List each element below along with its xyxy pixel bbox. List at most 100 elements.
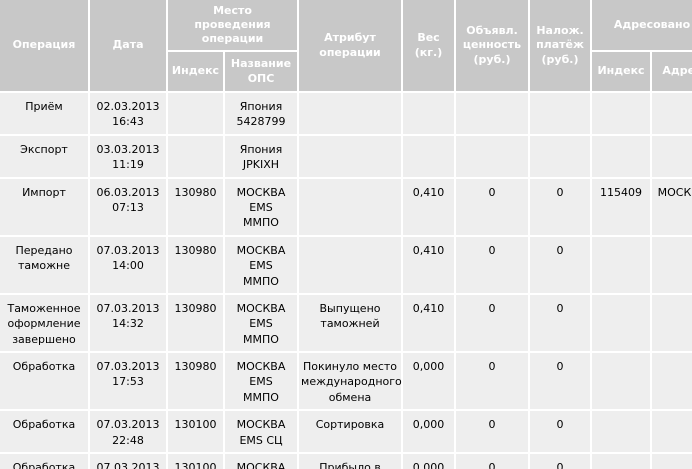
cell-place-name: МОСКВА EMS ММПО: [225, 294, 298, 352]
cell-addr-index: [592, 353, 651, 410]
cell-weight: 0,410: [403, 236, 455, 293]
cell-address: [652, 294, 692, 352]
cell-date: 07.03.2013 17:53: [90, 353, 166, 410]
cell-place-name: Япония JPKIXH: [225, 135, 298, 177]
cell-date: 07.03.2013 22:48: [90, 411, 166, 453]
cell-place-index: 130980: [168, 178, 223, 235]
cell-addr-index: [592, 135, 651, 177]
col-header-place-index: Индекс: [168, 52, 223, 91]
cell-address: [652, 135, 692, 177]
cell-place-name: МОСКВА EMS СЦ: [225, 454, 298, 469]
table-row: Приём 02.03.2013 16:43 Япония 5428799: [0, 93, 692, 134]
cell-date: 07.03.2013 14:32: [90, 294, 166, 352]
cell-declared-value: 0: [456, 353, 529, 410]
cell-address: [652, 353, 692, 410]
cell-attribute: [299, 93, 402, 134]
cell-place-index: [168, 135, 223, 177]
header-row-top: Операция Дата Место проведения операции …: [0, 0, 692, 91]
cell-place-index: 130100: [168, 411, 223, 453]
cell-weight: [403, 93, 455, 134]
cell-weight: 0,000: [403, 411, 455, 453]
cell-address: [652, 93, 692, 134]
cell-operation: Передано таможне: [0, 236, 88, 293]
cell-addr-index: [592, 454, 651, 469]
cell-cod: 0: [530, 178, 591, 235]
cell-declared-value: 0: [456, 236, 529, 293]
cell-addr-index: [592, 93, 651, 134]
cell-place-name: МОСКВА EMS СЦ: [225, 411, 298, 453]
cell-operation: Импорт: [0, 178, 88, 235]
cell-addr-index: [592, 236, 651, 293]
cell-attribute: Покинуло место международного обмена: [299, 353, 402, 410]
cell-date: 02.03.2013 16:43: [90, 93, 166, 134]
cell-declared-value: 0: [456, 454, 529, 469]
cell-address: МОСКВА: [652, 178, 692, 235]
cell-place-index: 130980: [168, 294, 223, 352]
cell-attribute: [299, 178, 402, 235]
cell-operation: Обработка: [0, 353, 88, 410]
header-row-sub: Индекс Название ОПС Индекс Адрес: [0, 52, 692, 91]
cell-attribute: Сортировка: [299, 411, 402, 453]
col-header-addr-index: Индекс: [592, 52, 651, 91]
cell-place-index: 130980: [168, 236, 223, 293]
cell-operation: Обработка: [0, 454, 88, 469]
cell-operation: Экспорт: [0, 135, 88, 177]
table-row: Обработка 07.03.2013 22:49 130100 МОСКВА…: [0, 454, 692, 469]
col-header-addr-address: Адрес: [652, 52, 692, 91]
col-header-place-name: Название ОПС: [225, 52, 298, 91]
cell-weight: 0,000: [403, 353, 455, 410]
col-header-cod: Налож. платёж (руб.): [530, 0, 591, 91]
cell-cod: 0: [530, 411, 591, 453]
col-header-date: Дата: [90, 0, 166, 91]
cell-place-index: 130980: [168, 353, 223, 410]
col-header-addressed-group: Адресовано: [592, 0, 692, 50]
cell-date: 07.03.2013 14:00: [90, 236, 166, 293]
table-row: Таможенное оформление завершено 07.03.20…: [0, 294, 692, 352]
cell-declared-value: [456, 93, 529, 134]
cell-place-name: МОСКВА EMS ММПО: [225, 353, 298, 410]
cell-addr-index: [592, 294, 651, 352]
cell-attribute: [299, 135, 402, 177]
table-body: Приём 02.03.2013 16:43 Япония 5428799 Эк…: [0, 93, 692, 469]
cell-place-index: 130100: [168, 454, 223, 469]
table-row: Обработка 07.03.2013 22:48 130100 МОСКВА…: [0, 411, 692, 453]
cell-weight: [403, 135, 455, 177]
cell-address: [652, 454, 692, 469]
cell-cod: 0: [530, 236, 591, 293]
cell-declared-value: 0: [456, 294, 529, 352]
cell-attribute: [299, 236, 402, 293]
cell-operation: Таможенное оформление завершено: [0, 294, 88, 352]
cell-attribute: Выпущено таможней: [299, 294, 402, 352]
cell-weight: 0,000: [403, 454, 455, 469]
cell-cod: 0: [530, 454, 591, 469]
cell-attribute: Прибыло в место вручения: [299, 454, 402, 469]
cell-address: [652, 411, 692, 453]
cell-cod: [530, 93, 591, 134]
cell-addr-index: 115409: [592, 178, 651, 235]
cell-date: 03.03.2013 11:19: [90, 135, 166, 177]
cell-operation: Обработка: [0, 411, 88, 453]
cell-addr-index: [592, 411, 651, 453]
col-header-attribute: Атрибут операции: [299, 0, 402, 91]
cell-place-name: Япония 5428799: [225, 93, 298, 134]
cell-date: 07.03.2013 22:49: [90, 454, 166, 469]
table-row: Обработка 07.03.2013 17:53 130980 МОСКВА…: [0, 353, 692, 410]
cell-declared-value: [456, 135, 529, 177]
cell-date: 06.03.2013 07:13: [90, 178, 166, 235]
table-header: Операция Дата Место проведения операции …: [0, 0, 692, 91]
cell-weight: 0,410: [403, 294, 455, 352]
cell-weight: 0,410: [403, 178, 455, 235]
cell-address: [652, 236, 692, 293]
cell-declared-value: 0: [456, 411, 529, 453]
col-header-operation: Операция: [0, 0, 88, 91]
cell-cod: 0: [530, 353, 591, 410]
col-header-declared-value: Объявл. ценность (руб.): [456, 0, 529, 91]
col-header-place-group: Место проведения операции: [168, 0, 298, 50]
table-row: Передано таможне 07.03.2013 14:00 130980…: [0, 236, 692, 293]
cell-declared-value: 0: [456, 178, 529, 235]
cell-cod: [530, 135, 591, 177]
cell-place-index: [168, 93, 223, 134]
cell-operation: Приём: [0, 93, 88, 134]
